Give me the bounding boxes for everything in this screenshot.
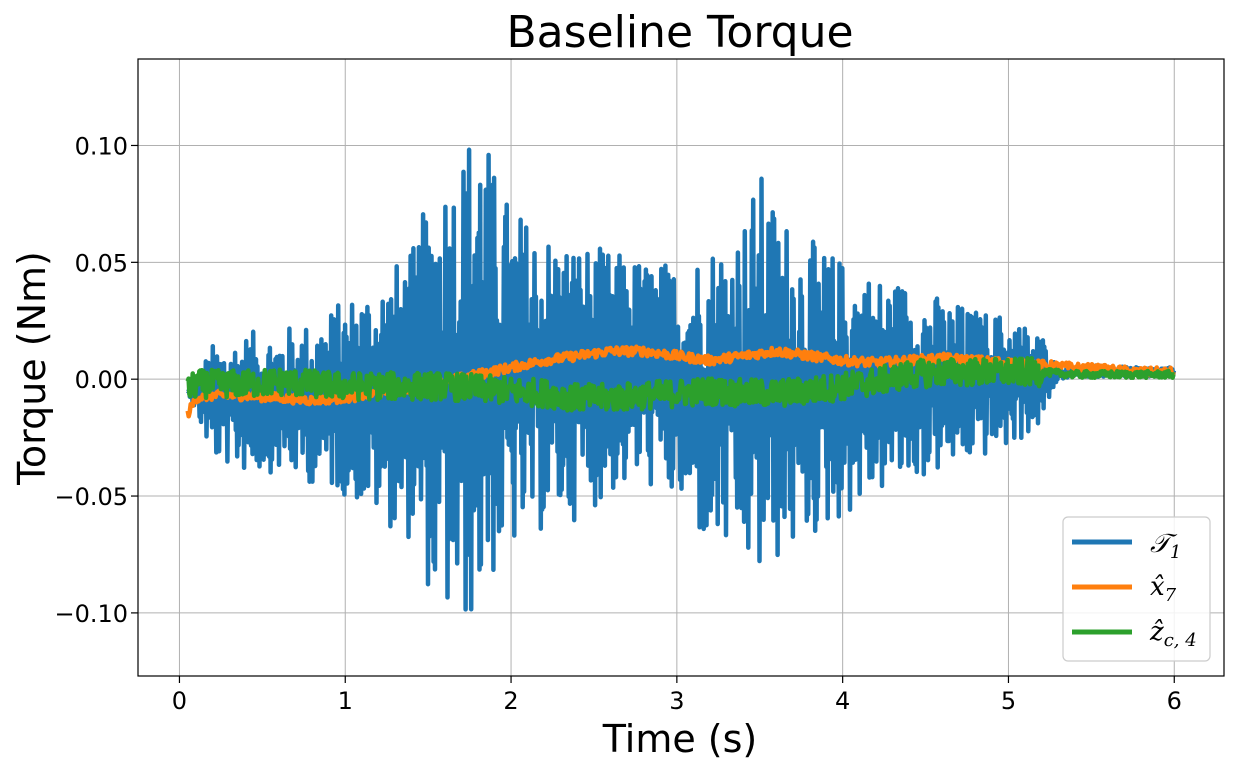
y-tick-label: 0.00 <box>75 366 128 394</box>
y-axis-label: Torque (Nm) <box>10 251 54 486</box>
x-tick-label: 6 <box>1167 687 1182 715</box>
legend-label-x7-main: x̂ <box>1150 572 1165 602</box>
y-tick-label: 0.05 <box>75 249 128 277</box>
legend-label-x7-sub: 7 <box>1165 585 1177 606</box>
plot-frame <box>137 58 1225 677</box>
x-axis-label: Time (s) <box>602 717 758 761</box>
ticks: 0 1 2 3 4 5 6 −0.10 −0.05 0.00 0.05 0.10 <box>54 132 1181 715</box>
series-line-zc4 <box>185 355 1176 413</box>
y-tick-label: 0.10 <box>75 132 128 160</box>
legend-label-x7: x̂7 <box>1150 572 1177 606</box>
chart-title: Baseline Torque <box>506 7 853 58</box>
legend-label-zc4-sub: c, 4 <box>1164 630 1197 651</box>
x-tick-label: 2 <box>503 687 518 715</box>
y-tick-label: −0.10 <box>54 600 128 628</box>
legend-label-tau1-sub: 1 <box>1170 542 1181 563</box>
x-tick-label: 1 <box>338 687 353 715</box>
series-layer <box>185 147 1177 612</box>
legend-label-zc4-main: ẑ <box>1149 617 1164 647</box>
legend-label-zc4: ẑc, 4 <box>1149 617 1197 651</box>
legend-box <box>1062 516 1211 662</box>
x-tick-label: 4 <box>835 687 850 715</box>
x-tick-label: 3 <box>669 687 684 715</box>
legend: 𝒯1 x̂7 ẑc, 4 <box>1062 516 1211 662</box>
y-tick-label: −0.05 <box>54 483 128 511</box>
x-tick-label: 5 <box>1001 687 1016 715</box>
x-tick-label: 0 <box>172 687 187 715</box>
